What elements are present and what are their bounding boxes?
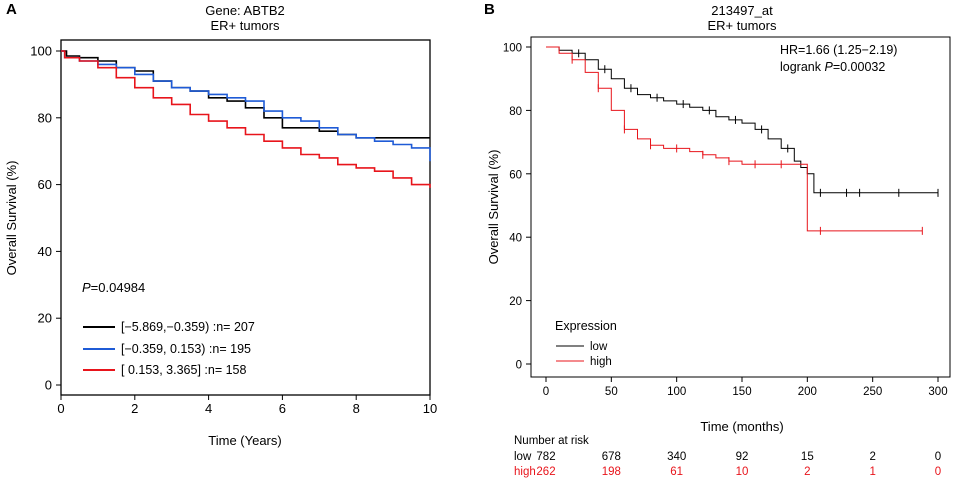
a-x-tick-label-4: 8 — [353, 401, 360, 416]
b-y-tick-label-3: 60 — [509, 169, 522, 181]
b-x-tick-label-1: 50 — [605, 386, 618, 398]
risk-table: Number at risk low 782 678 340 92 15 2 0 high 262… — [514, 435, 941, 478]
risk-row-label-high: high — [514, 466, 536, 478]
panel-a-title-line1: Gene: ABTB2 — [205, 3, 285, 18]
legend-label-b-low: low — [590, 341, 608, 353]
risk-row-label-low: low — [514, 451, 532, 463]
panel-b-x-axis: 0 50 100 150 200 250 300 — [543, 377, 948, 398]
panel-b-y-axis: 0 20 40 60 80 100 — [503, 43, 531, 372]
risk-cell-high-6: 0 — [935, 466, 941, 478]
a-y-tick-label-1: 20 — [38, 311, 52, 326]
a-x-tick-label-3: 6 — [279, 401, 286, 416]
panel-a-x-axis: 0 2 4 6 8 10 — [57, 395, 437, 416]
risk-cell-low-2: 340 — [667, 451, 686, 463]
risk-cell-low-3: 92 — [736, 451, 749, 463]
risk-cell-high-3: 10 — [736, 466, 749, 478]
a-x-tick-label-2: 4 — [205, 401, 212, 416]
panel-b-hr: HR=1.66 (1.25−2.19) — [780, 43, 897, 57]
panel-a-x-label: Time (Years) — [208, 433, 281, 448]
a-y-tick-label-0: 0 — [45, 378, 52, 393]
panel-a-legend: [−5.869,−0.359) :n= 207 [−0.359, 0.153) … — [83, 320, 255, 377]
b-y-tick-label-0: 0 — [516, 360, 522, 372]
risk-cell-low-0: 782 — [536, 451, 555, 463]
b-y-tick-label-5: 100 — [503, 43, 522, 55]
risk-cell-high-2: 61 — [670, 466, 683, 478]
a-series-1-curve — [61, 50, 431, 162]
risk-cell-low-1: 678 — [602, 451, 621, 463]
legend-label-a-1: [−0.359, 0.153) :n= 195 — [121, 342, 251, 356]
panel-b-legend: Expression low high — [555, 319, 617, 368]
panel-a-y-label: Overall Survival (%) — [4, 161, 19, 276]
legend-label-a-2: [ 0.153, 3.365] :n= 158 — [121, 363, 246, 377]
b-x-tick-label-6: 300 — [928, 386, 947, 398]
panel-b-logrank-prefix: logrank — [780, 60, 824, 74]
panel-b-letter: B — [484, 1, 495, 18]
panel-b-logrank-value: =0.00032 — [833, 60, 886, 74]
a-x-tick-label-0: 0 — [57, 401, 64, 416]
panel-a-plot-frame — [60, 39, 431, 396]
legend-label-b-high: high — [590, 356, 612, 368]
a-y-tick-label-3: 60 — [38, 177, 52, 192]
panel-a-pvalue-number: =0.04984 — [91, 280, 146, 295]
panel-b-plot-frame — [530, 36, 951, 378]
risk-cell-high-0: 262 — [536, 466, 555, 478]
b-x-tick-label-0: 0 — [543, 386, 549, 398]
legend-label-a-0: [−5.869,−0.359) :n= 207 — [121, 320, 255, 334]
risk-table-title: Number at risk — [514, 435, 589, 447]
b-x-tick-label-4: 200 — [798, 386, 817, 398]
a-y-tick-label-4: 80 — [38, 110, 52, 125]
b-y-tick-label-4: 80 — [509, 106, 522, 118]
legend-title-b: Expression — [555, 319, 617, 333]
panel-b-logrank: logrank P=0.00032 — [780, 60, 885, 74]
panel-a-curves — [61, 50, 431, 188]
risk-cell-low-5: 2 — [869, 451, 875, 463]
b-x-tick-label-2: 100 — [667, 386, 686, 398]
panel-b-title-line1: 213497_at — [711, 3, 773, 18]
b-y-tick-label-1: 20 — [509, 296, 522, 308]
a-series-2-curve — [61, 50, 431, 188]
risk-cell-low-6: 0 — [935, 451, 941, 463]
a-y-tick-label-5: 100 — [30, 44, 52, 59]
panel-b-x-label: Time (months) — [700, 419, 783, 434]
panel-a-pvalue: P=0.04984 — [82, 280, 145, 295]
panel-b-curves — [546, 46, 939, 235]
panel-a: A Gene: ABTB2 ER+ tumors 0 20 40 60 80 100 0 2… — [4, 1, 437, 448]
b-y-tick-label-2: 40 — [509, 233, 522, 245]
b-x-tick-label-3: 150 — [732, 386, 751, 398]
a-y-tick-label-2: 40 — [38, 244, 52, 259]
b-x-tick-label-5: 250 — [863, 386, 882, 398]
a-x-tick-label-5: 10 — [423, 401, 437, 416]
risk-cell-high-1: 198 — [602, 466, 621, 478]
panel-a-pvalue-letter: P — [82, 280, 91, 295]
risk-cell-low-4: 15 — [801, 451, 814, 463]
panel-b-y-label: Overall Survival (%) — [486, 150, 501, 265]
risk-cell-high-5: 1 — [869, 466, 875, 478]
panel-b-logrank-p: P — [824, 60, 833, 74]
panel-a-letter: A — [6, 1, 17, 18]
panel-a-title-line2: ER+ tumors — [211, 18, 280, 33]
b-series-1-curve — [546, 46, 923, 232]
panel-b-title-line2: ER+ tumors — [708, 18, 777, 33]
panel-a-y-axis: 0 20 40 60 80 100 — [30, 44, 61, 393]
a-x-tick-label-1: 2 — [131, 401, 138, 416]
risk-cell-high-4: 2 — [804, 466, 810, 478]
